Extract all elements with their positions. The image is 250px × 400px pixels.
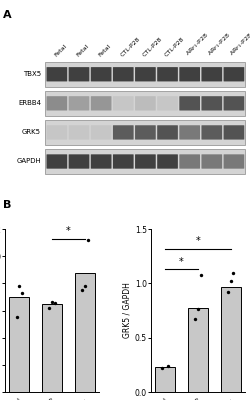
FancyBboxPatch shape (202, 154, 222, 169)
Point (17, 283, 21, 289)
Point (232, 269, 235, 276)
FancyBboxPatch shape (224, 125, 244, 140)
Point (229, 278, 233, 284)
FancyBboxPatch shape (91, 67, 112, 82)
FancyBboxPatch shape (69, 96, 89, 110)
Y-axis label: GRK5 / GAPDH: GRK5 / GAPDH (123, 283, 132, 338)
Text: Fetal: Fetal (98, 43, 112, 58)
Point (166, 363, 170, 369)
FancyBboxPatch shape (202, 67, 222, 82)
FancyBboxPatch shape (179, 154, 200, 169)
Point (20, 290, 24, 296)
Text: GAPDH: GAPDH (16, 158, 41, 164)
FancyBboxPatch shape (113, 125, 134, 140)
Point (226, 289, 230, 295)
FancyBboxPatch shape (224, 96, 244, 110)
Text: $\mathregular{AR_{P1}}$-P28: $\mathregular{AR_{P1}}$-P28 (228, 30, 250, 58)
FancyBboxPatch shape (69, 125, 89, 140)
FancyBboxPatch shape (224, 154, 244, 169)
Bar (42, 304, 62, 392)
Text: CTL-P28: CTL-P28 (120, 36, 141, 58)
Text: A: A (2, 10, 11, 20)
FancyBboxPatch shape (135, 96, 156, 110)
FancyBboxPatch shape (91, 125, 112, 140)
Point (196, 306, 200, 313)
Text: GRK5: GRK5 (22, 130, 41, 136)
FancyBboxPatch shape (44, 62, 245, 87)
Text: Fetal: Fetal (76, 43, 90, 58)
Text: *: * (196, 236, 200, 246)
FancyBboxPatch shape (46, 67, 67, 82)
Bar (9, 297, 29, 392)
Point (80, 287, 84, 293)
Point (193, 316, 197, 322)
Point (86, 237, 89, 243)
Point (198, 272, 202, 278)
FancyBboxPatch shape (179, 67, 200, 82)
FancyBboxPatch shape (157, 67, 178, 82)
FancyBboxPatch shape (113, 154, 134, 169)
FancyBboxPatch shape (157, 125, 178, 140)
Text: $\mathregular{AR_{P1}}$-P28: $\mathregular{AR_{P1}}$-P28 (183, 30, 211, 58)
Bar (188, 308, 208, 392)
FancyBboxPatch shape (135, 125, 156, 140)
Text: CTL-P28: CTL-P28 (164, 36, 186, 58)
FancyBboxPatch shape (69, 67, 89, 82)
FancyBboxPatch shape (157, 154, 178, 169)
FancyBboxPatch shape (157, 96, 178, 110)
FancyBboxPatch shape (202, 96, 222, 110)
FancyBboxPatch shape (179, 125, 200, 140)
FancyBboxPatch shape (46, 96, 67, 110)
Text: TBX5: TBX5 (23, 71, 41, 77)
Text: $\mathregular{AR_{P1}}$-P28: $\mathregular{AR_{P1}}$-P28 (206, 30, 233, 58)
Text: Fetal: Fetal (53, 43, 68, 58)
Text: *: * (179, 257, 184, 267)
FancyBboxPatch shape (113, 96, 134, 110)
Bar (221, 287, 241, 392)
Point (50, 299, 54, 306)
FancyBboxPatch shape (202, 125, 222, 140)
Bar (155, 367, 175, 392)
FancyBboxPatch shape (91, 154, 112, 169)
FancyBboxPatch shape (135, 154, 156, 169)
FancyBboxPatch shape (113, 67, 134, 82)
FancyBboxPatch shape (69, 154, 89, 169)
FancyBboxPatch shape (46, 125, 67, 140)
FancyBboxPatch shape (44, 91, 245, 116)
Text: ERBB4: ERBB4 (18, 100, 41, 106)
FancyBboxPatch shape (135, 67, 156, 82)
FancyBboxPatch shape (46, 154, 67, 169)
FancyBboxPatch shape (224, 67, 244, 82)
Point (83, 283, 87, 289)
Text: *: * (66, 226, 71, 236)
Point (160, 365, 164, 371)
FancyBboxPatch shape (44, 120, 245, 145)
FancyBboxPatch shape (91, 96, 112, 110)
Point (53, 300, 57, 306)
Text: CTL-P28: CTL-P28 (142, 36, 163, 58)
FancyBboxPatch shape (179, 96, 200, 110)
FancyBboxPatch shape (44, 149, 245, 174)
Text: B: B (2, 200, 11, 210)
Bar (75, 273, 95, 392)
Point (14, 314, 18, 320)
Point (48, 305, 52, 311)
